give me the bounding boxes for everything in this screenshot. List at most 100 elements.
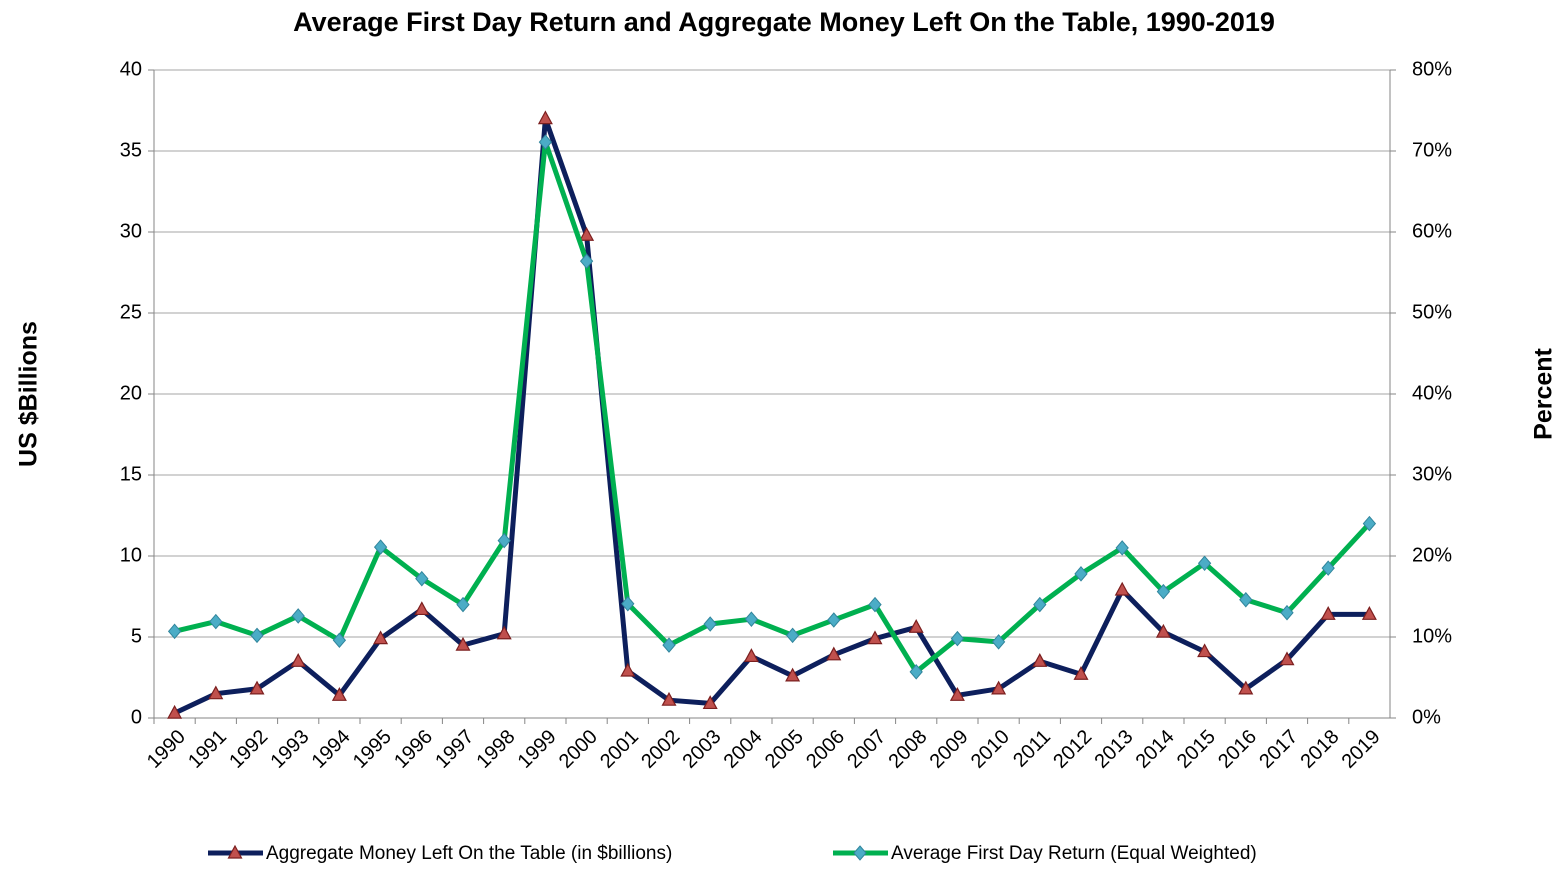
y-tick-label: 0: [131, 706, 142, 728]
x-tick-label: 2018: [1296, 726, 1343, 773]
line-series: [174, 139, 1372, 675]
marker: [497, 532, 511, 549]
marker: [908, 619, 924, 633]
x-tick-label: 2011: [1009, 726, 1055, 772]
x-tick-label: 2009: [926, 726, 973, 773]
marker: [167, 704, 183, 719]
y-tick-label: 20: [120, 382, 142, 404]
marker: [621, 596, 635, 612]
y2-tick-label: 0%: [1412, 706, 1441, 728]
marker: [1321, 560, 1335, 576]
marker: [1320, 606, 1336, 620]
x-tick-label: 1992: [225, 726, 272, 773]
marker: [415, 570, 429, 587]
marker: [373, 539, 388, 555]
marker: [414, 601, 430, 616]
marker: [868, 596, 882, 613]
marker: [703, 616, 717, 632]
marker: [620, 662, 636, 677]
marker: [1361, 606, 1377, 620]
chart-title: Average First Day Return and Aggregate M…: [293, 7, 1275, 37]
marker: [1155, 623, 1171, 638]
marker: [208, 685, 224, 700]
x-tick-label: 2004: [720, 726, 767, 773]
legend-label: Average First Day Return (Equal Weighted…: [891, 843, 1257, 864]
y-tick-label: 5: [131, 625, 142, 647]
y2-tick-label: 80%: [1412, 58, 1452, 80]
marker: [826, 646, 842, 661]
y2-tick-label: 70%: [1412, 139, 1452, 161]
marker: [209, 613, 223, 630]
marker: [1074, 566, 1088, 582]
marker: [579, 226, 595, 241]
marker: [785, 627, 800, 644]
marker: [1115, 540, 1129, 556]
x-tick-label: 2017: [1255, 726, 1302, 773]
y2-tick-label: 20%: [1412, 544, 1452, 566]
x-tick-label: 2012: [1049, 726, 1096, 773]
x-tick-label: 1997: [431, 726, 478, 773]
marker: [949, 687, 965, 701]
y2-tick-label: 60%: [1412, 220, 1452, 242]
marker: [744, 611, 759, 627]
marker: [661, 691, 677, 706]
marker: [290, 653, 306, 667]
marker: [250, 627, 264, 644]
x-tick-label: 1999: [514, 726, 561, 773]
y2-tick-label: 10%: [1412, 625, 1452, 647]
y2-tick-label: 50%: [1412, 301, 1452, 323]
y-tick-label: 35: [120, 139, 142, 161]
marker: [167, 623, 182, 640]
y2-tick-label: 40%: [1412, 382, 1452, 404]
y-axis-label: US $Billions: [15, 321, 43, 467]
x-tick-label: 1994: [308, 726, 355, 773]
marker: [702, 695, 718, 710]
marker: [785, 667, 801, 682]
marker: [227, 844, 243, 859]
marker: [1279, 651, 1295, 666]
marker: [537, 110, 553, 125]
x-tick-label: 1990: [143, 726, 190, 773]
y2-tick-label: 30%: [1412, 463, 1452, 485]
marker: [950, 630, 965, 647]
marker: [373, 630, 389, 645]
x-tick-label: 2014: [1132, 726, 1179, 773]
marker: [1239, 591, 1253, 608]
legend-label: Aggregate Money Left On the Table (in $b…: [266, 843, 672, 864]
marker: [1362, 515, 1377, 532]
marker: [743, 648, 759, 663]
marker: [827, 612, 841, 628]
marker: [662, 637, 676, 653]
x-tick-label: 1996: [390, 726, 437, 773]
marker: [1238, 680, 1254, 695]
marker: [455, 636, 471, 651]
y-tick-label: 30: [120, 220, 142, 242]
marker: [538, 134, 553, 150]
x-tick-label: 2000: [555, 726, 602, 773]
x-tick-label: 2019: [1338, 726, 1385, 773]
x-tick-label: 2001: [596, 726, 643, 773]
marker: [249, 680, 265, 695]
marker: [332, 632, 347, 649]
y-tick-label: 25: [120, 301, 142, 323]
x-tick-label: 2010: [967, 726, 1014, 773]
x-tick-label: 2015: [1173, 726, 1220, 773]
x-tick-label: 2005: [761, 726, 808, 773]
marker: [991, 634, 1006, 650]
marker: [991, 680, 1007, 695]
x-tick-label: 2002: [637, 726, 684, 773]
marker: [1156, 583, 1171, 600]
y-tick-label: 10: [120, 544, 142, 566]
x-tick-label: 1998: [472, 726, 519, 773]
x-tick-label: 2013: [1090, 726, 1137, 773]
marker: [1073, 666, 1089, 680]
marker: [291, 608, 305, 624]
y2-axis-label: Percent: [1530, 347, 1558, 439]
marker: [1032, 653, 1048, 667]
x-tick-label: 2016: [1214, 726, 1261, 773]
marker: [331, 687, 347, 701]
marker: [579, 253, 594, 269]
x-tick-label: 2007: [843, 726, 890, 773]
